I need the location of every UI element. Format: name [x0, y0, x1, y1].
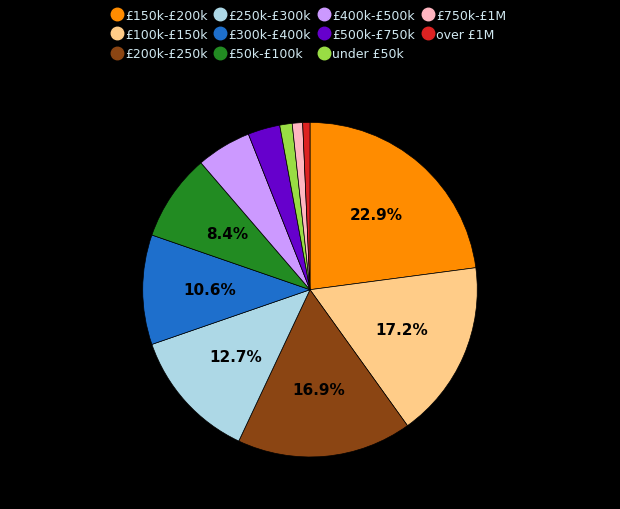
- Wedge shape: [310, 268, 477, 426]
- Wedge shape: [303, 123, 310, 290]
- Wedge shape: [152, 163, 310, 290]
- Wedge shape: [280, 124, 310, 290]
- Text: 17.2%: 17.2%: [376, 322, 428, 337]
- Legend: £150k-£200k, £100k-£150k, £200k-£250k, £250k-£300k, £300k-£400k, £50k-£100k, £40: £150k-£200k, £100k-£150k, £200k-£250k, £…: [110, 6, 510, 65]
- Wedge shape: [152, 290, 310, 441]
- Text: 12.7%: 12.7%: [209, 350, 262, 364]
- Wedge shape: [143, 236, 310, 345]
- Wedge shape: [249, 126, 310, 290]
- Wedge shape: [201, 135, 310, 290]
- Text: 10.6%: 10.6%: [184, 282, 236, 298]
- Text: 8.4%: 8.4%: [206, 227, 248, 241]
- Text: 16.9%: 16.9%: [293, 382, 345, 398]
- Wedge shape: [310, 123, 476, 290]
- Text: 22.9%: 22.9%: [350, 207, 402, 222]
- Wedge shape: [239, 290, 407, 457]
- Wedge shape: [292, 123, 310, 290]
